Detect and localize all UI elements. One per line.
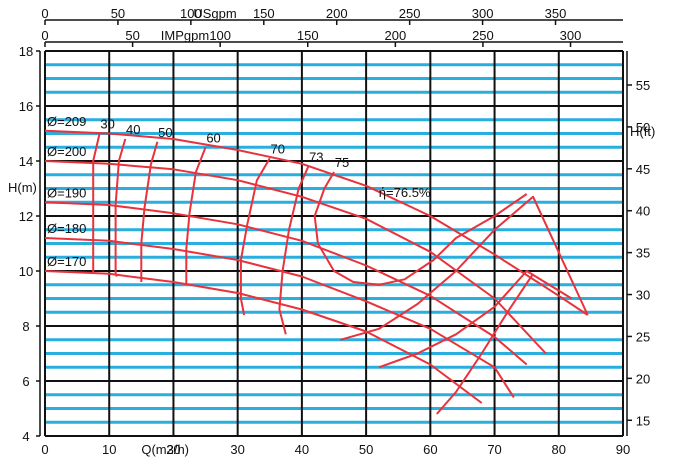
y-right-tick-label: 35 xyxy=(636,246,650,261)
us-gpm-tick-label: 200 xyxy=(326,6,348,21)
efficiency-label: 50 xyxy=(158,125,172,140)
x-tick-label: 40 xyxy=(295,442,309,457)
head-curve-1 xyxy=(44,160,547,355)
operating-range-line-1 xyxy=(378,270,573,369)
efficiency-label: 40 xyxy=(126,122,140,137)
y-left-tick-label: 10 xyxy=(19,264,33,279)
operating-range-line-2 xyxy=(436,273,534,415)
efficiency-curve-75 xyxy=(313,171,528,286)
y-left-tick-label: 6 xyxy=(22,374,29,389)
us-gpm-tick-label: 350 xyxy=(545,6,567,21)
y-left-tick-label: 18 xyxy=(19,44,33,59)
operating-range-line-0 xyxy=(340,195,589,341)
impeller-diameter-label: Ø=180 xyxy=(47,221,86,236)
y-left-axis-label: H(m) xyxy=(8,180,37,195)
x-tick-label: 0 xyxy=(41,442,48,457)
us-gpm-tick-label: 50 xyxy=(111,6,125,21)
impeller-diameter-label: Ø=190 xyxy=(47,185,86,200)
y-left-tick-label: 16 xyxy=(19,99,33,114)
efficiency-label: 73 xyxy=(309,150,323,165)
y-left-tick-label: 12 xyxy=(19,209,33,224)
efficiency-curve-73 xyxy=(278,166,310,335)
head-curve-0 xyxy=(44,129,589,316)
imp-gpm-tick-label: 150 xyxy=(297,28,319,43)
us-gpm-tick-label: 150 xyxy=(253,6,275,21)
max-efficiency-label: ή=76.5% xyxy=(379,185,431,200)
y-right-tick-label: 50 xyxy=(636,120,650,135)
us-gpm-tick-label: 300 xyxy=(472,6,494,21)
imp-gpm-tick-label: 100 xyxy=(209,28,231,43)
x-tick-label: 30 xyxy=(230,442,244,457)
efficiency-label: 30 xyxy=(100,117,114,132)
x-axis-label: Q(m3/h) xyxy=(141,442,189,457)
y-right-tick-label: 25 xyxy=(636,329,650,344)
imp-gpm-axis-label: IMPgpm xyxy=(161,28,209,43)
efficiency-label: 60 xyxy=(206,130,220,145)
us-gpm-tick-label: 0 xyxy=(41,6,48,21)
head-curve-4 xyxy=(44,270,483,404)
y-right-tick-label: 30 xyxy=(636,288,650,303)
curves xyxy=(44,129,589,415)
y-left-tick-label: 14 xyxy=(19,154,33,169)
imp-gpm-tick-label: 0 xyxy=(41,28,48,43)
imp-gpm-tick-label: 200 xyxy=(385,28,407,43)
efficiency-curve-60 xyxy=(185,146,207,285)
efficiency-curve-30 xyxy=(92,133,101,274)
us-gpm-axis-label: USgpm xyxy=(193,6,236,21)
y-left-tick-label: 8 xyxy=(22,319,29,334)
imp-gpm-tick-label: 250 xyxy=(472,28,494,43)
efficiency-label: 75 xyxy=(335,155,349,170)
y-right-tick-label: 15 xyxy=(636,413,650,428)
head-curve-3 xyxy=(44,237,515,399)
efficiency-label: 70 xyxy=(271,141,285,156)
y-right-tick-label: 40 xyxy=(636,204,650,219)
major-grid xyxy=(36,19,632,437)
imp-gpm-tick-label: 300 xyxy=(560,28,582,43)
y-right-tick-label: 55 xyxy=(636,78,650,93)
efficiency-curve-50 xyxy=(140,141,159,282)
tick-labels: 0 10 20 30 40 50 60 70 80 90 4 6 8 10 12 14 16 18 15 20 25 30… xyxy=(19,6,650,457)
us-gpm-tick-label: 250 xyxy=(399,6,421,21)
x-tick-label: 50 xyxy=(359,442,373,457)
x-tick-label: 70 xyxy=(487,442,501,457)
x-tick-label: 80 xyxy=(552,442,566,457)
imp-gpm-tick-label: 50 xyxy=(125,28,139,43)
y-right-tick-label: 20 xyxy=(636,371,650,386)
y-left-tick-label: 4 xyxy=(22,429,29,444)
x-tick-label: 10 xyxy=(102,442,116,457)
y-right-tick-label: 45 xyxy=(636,162,650,177)
us-gpm-tick-label: 100 xyxy=(180,6,202,21)
efficiency-curve-40 xyxy=(114,138,127,277)
x-tick-label: 20 xyxy=(166,442,180,457)
x-tick-label: 90 xyxy=(616,442,630,457)
y-right-axis-label: H(ft) xyxy=(630,124,655,139)
efficiency-curve-70 xyxy=(239,157,271,316)
impeller-diameter-label: Ø=209 xyxy=(47,114,86,129)
x-tick-label: 60 xyxy=(423,442,437,457)
impeller-diameter-label: Ø=170 xyxy=(47,254,86,269)
impeller-diameter-label: Ø=200 xyxy=(47,144,86,159)
